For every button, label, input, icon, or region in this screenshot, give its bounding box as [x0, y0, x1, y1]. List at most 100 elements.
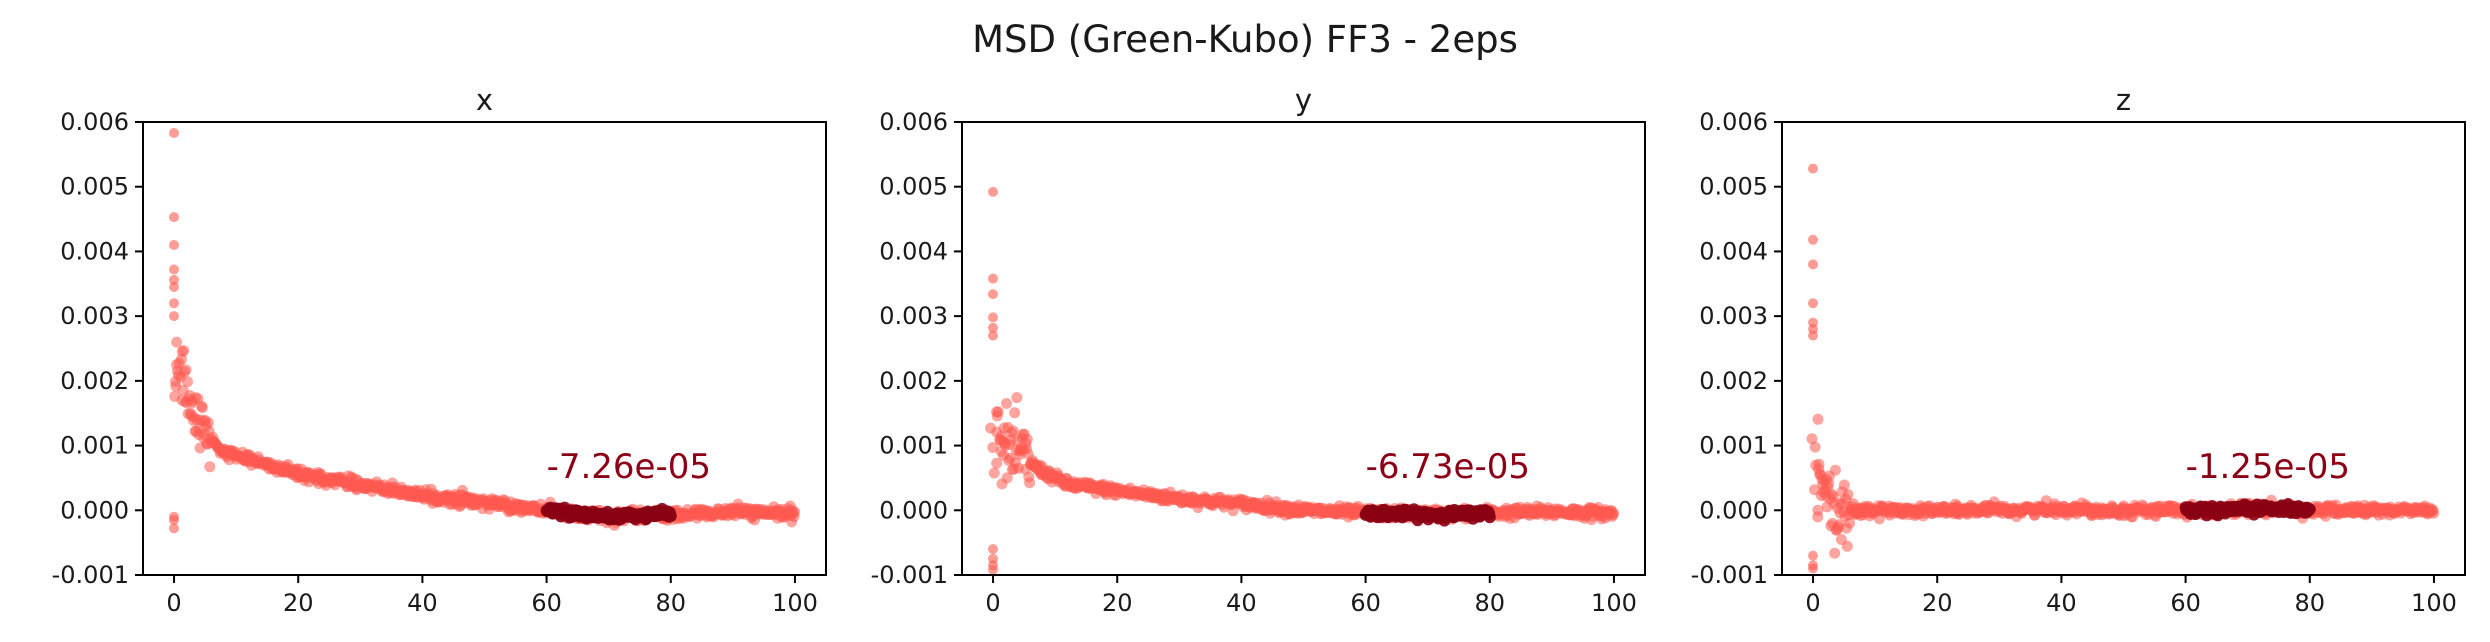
subplot-z: z -0.001 0.000 0.001 0.002 0.003 0.004 0.005 0.0… — [1691, 83, 2466, 617]
y-tick-label: 0.006 — [60, 108, 129, 136]
outlier-point — [169, 511, 179, 522]
y-tick-label: 0.004 — [879, 237, 948, 265]
y-tick-label: 0.006 — [879, 108, 948, 136]
data-point — [1838, 479, 1850, 491]
y-tick-label: 0.000 — [879, 496, 948, 524]
x-tick-label: 40 — [1226, 589, 1257, 617]
slope-annotation: -7.26e-05 — [547, 447, 711, 487]
y-tick-label: 0.000 — [60, 496, 129, 524]
outlier-point — [169, 212, 179, 223]
y-tick-label: 0.001 — [1699, 432, 1768, 460]
data-point — [789, 506, 801, 518]
axes-frame — [961, 121, 1646, 576]
data-point — [1001, 472, 1013, 484]
data-point — [991, 406, 1003, 418]
outlier-point — [169, 282, 179, 292]
outlier-point — [988, 544, 998, 555]
y-tick-label: 0.002 — [879, 367, 948, 395]
y-tick-label: 0.003 — [1699, 302, 1768, 330]
data-point — [1844, 517, 1856, 529]
data-points — [1806, 163, 2440, 574]
data-point — [1809, 441, 1821, 453]
data-point — [1812, 413, 1824, 425]
x-tick-label: 60 — [2170, 589, 2201, 617]
y-tick-label: 0.002 — [1699, 367, 1768, 395]
figure-title: MSD (Green-Kubo) FF3 - 2eps — [972, 18, 1518, 61]
data-point — [1009, 407, 1021, 419]
data-point — [1829, 464, 1841, 476]
y-tick-label: 0.002 — [60, 367, 129, 395]
outlier-point — [988, 273, 998, 284]
x-tick-label: 20 — [1922, 589, 1953, 617]
x-tick-label: 20 — [283, 589, 314, 617]
slope-annotation: -6.73e-05 — [1366, 447, 1530, 487]
y-tick-label: 0.004 — [60, 237, 129, 265]
outlier-point — [1808, 330, 1818, 341]
data-point — [182, 376, 193, 388]
y-tick-label: 0.001 — [879, 432, 948, 460]
x-tick-label: 80 — [1474, 589, 1505, 617]
outlier-point — [988, 289, 998, 300]
data-point — [1007, 425, 1019, 437]
y-tick-label: 0.006 — [1699, 108, 1768, 136]
data-point — [178, 345, 190, 357]
y-tick-label: -0.001 — [871, 561, 948, 589]
x-tick-label: 80 — [655, 589, 686, 617]
x-tick-label: 100 — [2411, 589, 2457, 617]
outlier-point — [1808, 163, 1818, 174]
outlier-point — [169, 298, 179, 309]
data-point — [1608, 507, 1620, 519]
outlier-point — [988, 322, 998, 333]
outlier-point — [169, 274, 179, 285]
data-point — [1024, 477, 1036, 489]
outlier-point — [988, 330, 998, 341]
x-tick-label: 100 — [1591, 589, 1637, 617]
outlier-point — [1808, 563, 1818, 574]
y-tick-label: 0.005 — [1699, 173, 1768, 201]
slope-annotation: -1.25e-05 — [2186, 447, 2350, 487]
y-tick-label: 0.005 — [879, 173, 948, 201]
subplot-x: x -0.001 0.000 0.001 0.002 0.003 0.004 0.005 0.0… — [52, 83, 827, 617]
outlier-point — [169, 240, 179, 250]
outlier-point — [988, 553, 998, 564]
y-tick-label: 0.005 — [60, 173, 129, 201]
data-point — [1011, 392, 1023, 404]
data-point — [1813, 458, 1825, 470]
outlier-point — [169, 523, 179, 534]
data-point — [1841, 540, 1853, 552]
y-tick-label: -0.001 — [1691, 561, 1768, 589]
y-tick-label: 0.004 — [1699, 237, 1768, 265]
data-point — [1001, 398, 1012, 409]
data-point — [1812, 511, 1824, 523]
outlier-point — [988, 312, 998, 323]
axes-frame — [1781, 121, 2466, 576]
y-tick-label: 0.003 — [60, 302, 129, 330]
subplots: x -0.001 0.000 0.001 0.002 0.003 0.004 0.005 0.0… — [52, 83, 2466, 617]
x-tick-label: 80 — [2294, 589, 2325, 617]
x-tick-label: 60 — [531, 589, 562, 617]
outlier-point — [169, 264, 179, 275]
data-point — [987, 442, 999, 453]
x-tick-label: 20 — [1102, 589, 1133, 617]
subplot-y: y -0.001 0.000 0.001 0.002 0.003 0.004 0.005 0.0… — [871, 83, 1646, 617]
x-tick-label: 0 — [985, 589, 1000, 617]
data-point — [988, 467, 1000, 479]
y-tick-label: 0.000 — [1699, 496, 1768, 524]
data-points — [169, 128, 801, 534]
data-point — [171, 336, 183, 348]
subplot-title: z — [2116, 83, 2131, 117]
data-point — [204, 461, 216, 473]
subplot-title: x — [476, 83, 493, 117]
fit-point — [1483, 511, 1496, 524]
outlier-point — [1808, 234, 1818, 245]
outlier-point — [988, 564, 998, 575]
outlier-point — [1808, 259, 1818, 270]
subplot-title: y — [1295, 83, 1312, 117]
outlier-point — [1808, 550, 1818, 561]
fit-point — [664, 510, 677, 523]
x-tick-label: 40 — [2046, 589, 2077, 617]
outlier-point — [169, 128, 179, 138]
outlier-point — [988, 186, 998, 197]
data-point — [196, 402, 208, 414]
